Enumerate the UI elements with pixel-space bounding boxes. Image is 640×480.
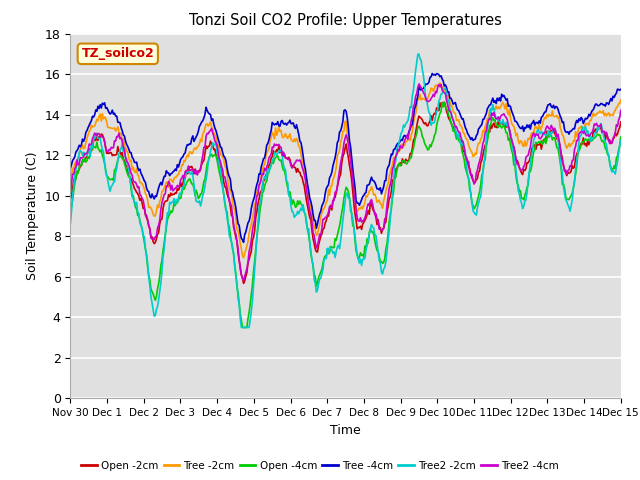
Tree -2cm [606, 113, 614, 119]
Tree -2cm [332, 165, 340, 170]
Tree2 -4cm [415, 81, 423, 87]
Open -4cm [329, 245, 337, 251]
Line: Tree -2cm: Tree -2cm [70, 83, 621, 258]
Tree2 -4cm [329, 198, 337, 204]
Tree -4cm [67, 166, 74, 171]
Tree2 -2cm [67, 220, 74, 226]
Open -4cm [520, 197, 527, 203]
Tree2 -2cm [396, 140, 403, 145]
Tree2 -4cm [67, 192, 74, 197]
Tree -2cm [240, 255, 248, 261]
Open -4cm [440, 99, 448, 105]
Text: TZ_soilco2: TZ_soilco2 [81, 48, 154, 60]
Open -2cm [440, 99, 448, 105]
Open -4cm [396, 161, 403, 167]
Tree -4cm [617, 86, 625, 92]
Open -4cm [332, 237, 340, 243]
Open -4cm [67, 214, 74, 219]
Tree2 -4cm [606, 141, 614, 146]
Tree -2cm [67, 177, 74, 182]
Open -2cm [396, 163, 403, 168]
Line: Tree2 -4cm: Tree2 -4cm [70, 84, 621, 280]
X-axis label: Time: Time [330, 424, 361, 437]
Tree -4cm [240, 240, 248, 245]
Tree -4cm [520, 129, 527, 134]
Tree -2cm [617, 97, 625, 103]
Open -2cm [240, 280, 248, 286]
Tree2 -2cm [329, 250, 337, 256]
Open -2cm [617, 119, 625, 125]
Open -4cm [239, 324, 246, 330]
Open -2cm [606, 137, 614, 143]
Open -4cm [617, 134, 625, 140]
Line: Open -4cm: Open -4cm [70, 102, 621, 327]
Tree2 -4cm [396, 148, 403, 154]
Tree -2cm [329, 177, 337, 182]
Tree -4cm [329, 163, 337, 169]
Tree2 -2cm [237, 324, 245, 330]
Open -2cm [365, 211, 373, 217]
Tree -4cm [606, 98, 614, 104]
Open -2cm [67, 196, 74, 202]
Tree2 -2cm [520, 204, 527, 209]
Tree -4cm [332, 149, 340, 155]
Tree2 -4cm [520, 164, 527, 169]
Tree2 -4cm [332, 189, 340, 195]
Legend: Open -2cm, Tree -2cm, Open -4cm, Tree -4cm, Tree2 -2cm, Tree2 -4cm: Open -2cm, Tree -2cm, Open -4cm, Tree -4… [77, 456, 563, 475]
Y-axis label: Soil Temperature (C): Soil Temperature (C) [26, 152, 39, 280]
Tree -2cm [365, 188, 373, 193]
Open -2cm [332, 190, 340, 195]
Line: Open -2cm: Open -2cm [70, 102, 621, 283]
Tree -4cm [396, 140, 403, 146]
Tree -4cm [428, 71, 436, 76]
Open -4cm [606, 161, 614, 167]
Line: Tree2 -2cm: Tree2 -2cm [70, 54, 621, 327]
Tree2 -2cm [365, 232, 373, 238]
Tree2 -2cm [617, 138, 625, 144]
Tree2 -4cm [365, 202, 373, 208]
Line: Tree -4cm: Tree -4cm [70, 73, 621, 242]
Tree -2cm [520, 144, 527, 149]
Tree2 -2cm [332, 249, 340, 254]
Open -4cm [365, 229, 373, 235]
Open -2cm [520, 167, 527, 172]
Tree2 -2cm [606, 159, 614, 165]
Title: Tonzi Soil CO2 Profile: Upper Temperatures: Tonzi Soil CO2 Profile: Upper Temperatur… [189, 13, 502, 28]
Tree2 -4cm [617, 108, 625, 113]
Tree2 -4cm [240, 277, 248, 283]
Tree -2cm [436, 80, 444, 86]
Tree -2cm [396, 147, 403, 153]
Open -2cm [329, 199, 337, 205]
Tree2 -2cm [415, 51, 423, 57]
Tree -4cm [365, 181, 373, 187]
